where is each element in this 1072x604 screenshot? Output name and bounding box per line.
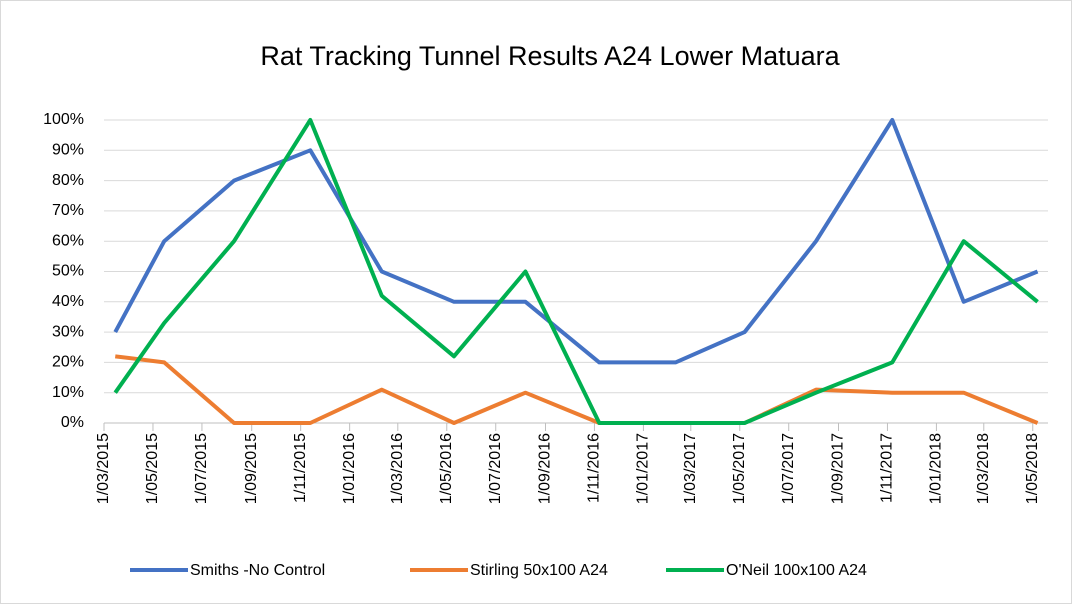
x-tick-label: 1/03/2018: [975, 433, 992, 504]
series-line: [114, 354, 1039, 425]
y-tick-label: 10%: [52, 384, 84, 401]
legend-label: Stirling 50x100 A24: [470, 562, 608, 579]
x-tick-label: 1/03/2016: [389, 433, 406, 504]
x-tick-label: 1/05/2015: [144, 433, 161, 504]
y-tick-label: 20%: [52, 354, 84, 371]
chart-title: Rat Tracking Tunnel Results A24 Lower Ma…: [260, 41, 840, 71]
x-tick-label: 1/01/2018: [928, 433, 945, 504]
legend-label: O'Neil 100x100 A24: [726, 562, 867, 579]
series-line: [113, 118, 1039, 365]
x-tick-label: 1/11/2016: [586, 433, 603, 503]
x-tick-label: 1/07/2016: [487, 433, 504, 504]
y-tick-label: 60%: [52, 232, 84, 249]
x-tick-label: 1/05/2018: [1024, 433, 1041, 504]
x-tick-label: 1/07/2015: [193, 433, 210, 504]
x-tick-label: 1/11/2017: [879, 433, 896, 503]
y-tick-label: 30%: [52, 323, 84, 340]
y-tick-label: 100%: [43, 111, 84, 128]
x-tick-label: 1/03/2017: [682, 433, 699, 504]
y-tick-label: 0%: [61, 414, 84, 431]
x-tick-label: 1/09/2017: [830, 433, 847, 504]
legend-label: Smiths -No Control: [190, 562, 325, 579]
x-tick-label: 1/09/2016: [537, 433, 554, 504]
x-tick-label: 1/01/2017: [635, 433, 652, 504]
x-tick-label: 1/03/2015: [95, 433, 112, 504]
y-tick-label: 70%: [52, 202, 84, 219]
x-tick-label: 1/05/2017: [731, 433, 748, 504]
series-line: [113, 118, 1039, 425]
x-tick-label: 1/05/2016: [438, 433, 455, 504]
x-tick-label: 1/07/2017: [780, 433, 797, 504]
y-tick-label: 90%: [52, 142, 84, 159]
x-tick-label: 1/01/2016: [341, 433, 358, 504]
x-tick-label: 1/11/2015: [292, 433, 309, 503]
x-tick-label: 1/09/2015: [243, 433, 260, 504]
y-tick-label: 50%: [52, 263, 84, 280]
y-tick-label: 80%: [52, 172, 84, 189]
y-tick-label: 40%: [52, 293, 84, 310]
